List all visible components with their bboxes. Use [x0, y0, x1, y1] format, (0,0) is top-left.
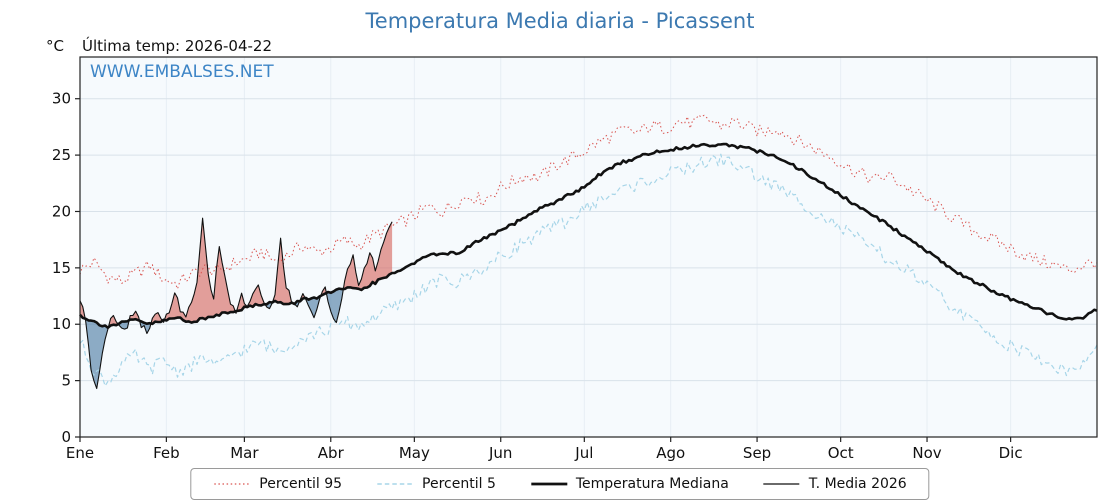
last-temp-label: Última temp: 2026-04-22: [82, 37, 273, 55]
x-tick-label: Jul: [574, 444, 593, 462]
y-tick-label: 15: [52, 259, 71, 277]
legend-item: T. Media 2026: [763, 476, 907, 492]
x-tick-label: Oct: [828, 444, 854, 462]
y-tick-label: 25: [52, 146, 71, 164]
legend-item: Percentil 5: [376, 476, 496, 492]
chart-title: Temperatura Media diaria - Picassent: [365, 9, 755, 33]
legend-swatch-dashed: [377, 483, 414, 485]
x-tick-label: May: [399, 444, 430, 462]
legend-swatch-solid-thick: [530, 482, 567, 486]
watermark-text: WWW.EMBALSES.NET: [90, 62, 274, 82]
legend-label: T. Media 2026: [808, 476, 907, 492]
y-tick-label: 20: [52, 202, 71, 220]
x-tick-label: Dic: [999, 444, 1023, 462]
x-tick-label: Mar: [230, 444, 259, 462]
x-tick-label: Jun: [488, 444, 512, 462]
x-tick-label: Ene: [66, 444, 94, 462]
series-line-2: [79, 153, 1098, 387]
y-tick-label: 30: [52, 90, 71, 108]
legend-label: Temperatura Mediana: [575, 476, 729, 492]
y-tick-label: 5: [61, 372, 71, 390]
legend-label: Percentil 5: [422, 476, 496, 492]
x-tick-label: Abr: [318, 444, 345, 462]
legend-item: Temperatura Mediana: [530, 476, 729, 492]
x-tick-label: Sep: [743, 444, 771, 462]
legend-label: Percentil 95: [259, 476, 343, 492]
series-line-3: [79, 142, 1098, 330]
series-line-4: [79, 217, 393, 390]
legend: Percentil 95 Percentil 5 Temperatura Media…: [190, 468, 930, 500]
x-tick-label: Nov: [912, 444, 941, 462]
y-axis-unit-label: °C: [46, 37, 64, 55]
y-tick-label: 10: [52, 315, 71, 333]
legend-swatch-dotted: [214, 483, 251, 485]
y-tick-label: 0: [61, 428, 71, 446]
x-tick-label: Ago: [656, 444, 685, 462]
x-tick-label: Feb: [153, 444, 180, 462]
series-line-1: [79, 114, 1098, 290]
legend-item: Percentil 95: [213, 476, 342, 492]
legend-swatch-solid-thin: [763, 483, 800, 485]
